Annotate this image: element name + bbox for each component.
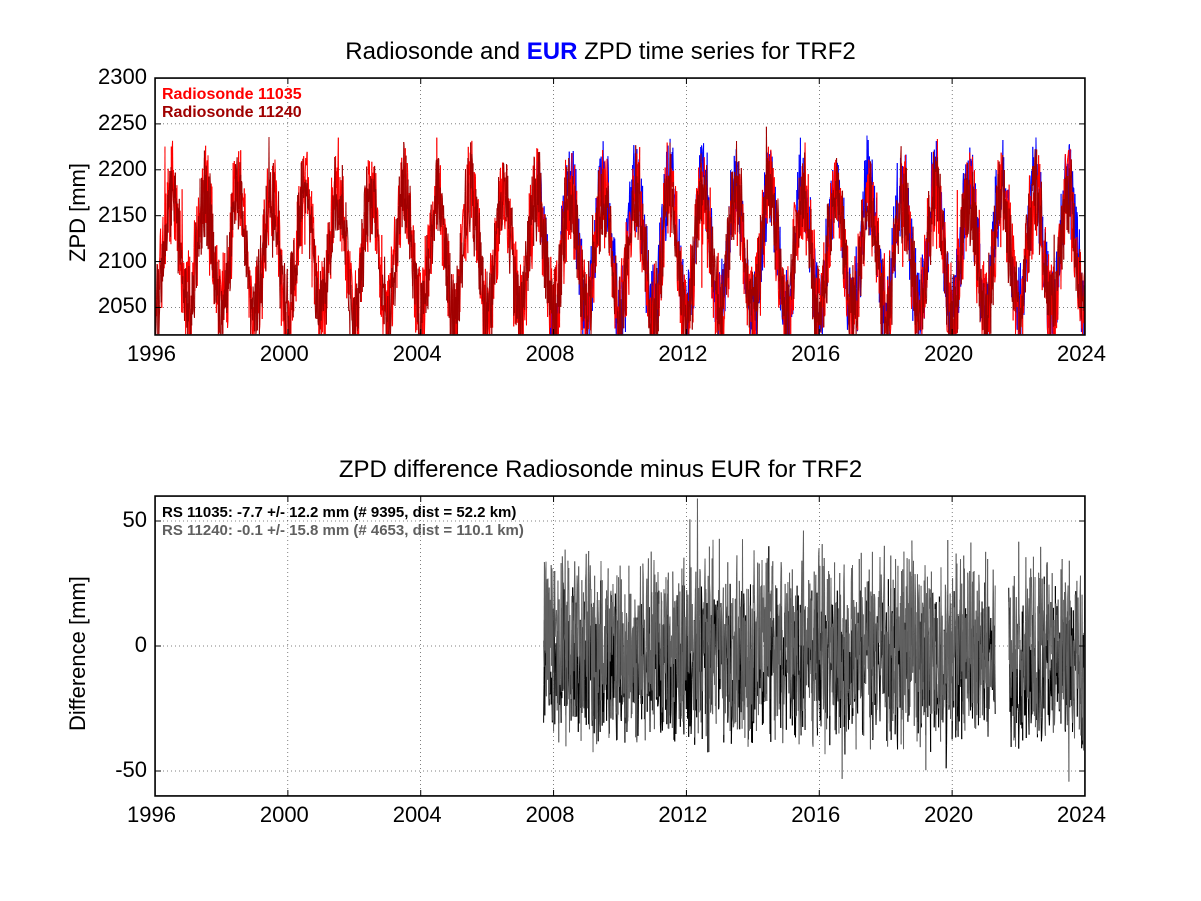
bottom-ylabel: Difference [mm] bbox=[65, 576, 91, 731]
y-tick-label: -50 bbox=[115, 757, 147, 783]
y-tick-label: 50 bbox=[123, 507, 147, 533]
x-tick-label: 2020 bbox=[924, 341, 973, 367]
figure-container: Radiosonde and EUR ZPD time series for T… bbox=[0, 0, 1201, 901]
top-plot-title: Radiosonde and EUR ZPD time series for T… bbox=[0, 38, 1201, 66]
x-tick-label: 2004 bbox=[393, 341, 442, 367]
bottom-plot-title: ZPD difference Radiosonde minus EUR for … bbox=[0, 456, 1201, 484]
x-tick-label: 2012 bbox=[658, 341, 707, 367]
top-legend-entry: Radiosonde 11035 bbox=[162, 86, 302, 104]
y-tick-label: 2050 bbox=[98, 293, 147, 319]
x-tick-label: 2024 bbox=[1057, 802, 1106, 828]
x-tick-label: 2016 bbox=[791, 341, 840, 367]
y-tick-label: 2250 bbox=[98, 110, 147, 136]
x-tick-label: 2012 bbox=[658, 802, 707, 828]
x-tick-label: 2000 bbox=[260, 341, 309, 367]
x-tick-label: 2000 bbox=[260, 802, 309, 828]
top-legend-entry: Radiosonde 11240 bbox=[162, 104, 302, 122]
y-tick-label: 2300 bbox=[98, 64, 147, 90]
x-tick-label: 1996 bbox=[127, 341, 176, 367]
y-tick-label: 2150 bbox=[98, 202, 147, 228]
bottom-stats-entry: RS 11035: -7.7 +/- 12.2 mm (# 9395, dist… bbox=[162, 504, 516, 521]
y-tick-label: 0 bbox=[135, 632, 147, 658]
x-tick-label: 2024 bbox=[1057, 341, 1106, 367]
x-tick-label: 2004 bbox=[393, 802, 442, 828]
x-tick-label: 2016 bbox=[791, 802, 840, 828]
y-tick-label: 2100 bbox=[98, 248, 147, 274]
x-tick-label: 2008 bbox=[526, 802, 575, 828]
bottom-stats-entry: RS 11240: -0.1 +/- 15.8 mm (# 4653, dist… bbox=[162, 522, 524, 539]
x-tick-label: 1996 bbox=[127, 802, 176, 828]
x-tick-label: 2008 bbox=[526, 341, 575, 367]
x-tick-label: 2020 bbox=[924, 802, 973, 828]
top-ylabel: ZPD [mm] bbox=[65, 163, 91, 262]
bottom-plot-svg bbox=[155, 496, 1085, 796]
y-tick-label: 2200 bbox=[98, 156, 147, 182]
